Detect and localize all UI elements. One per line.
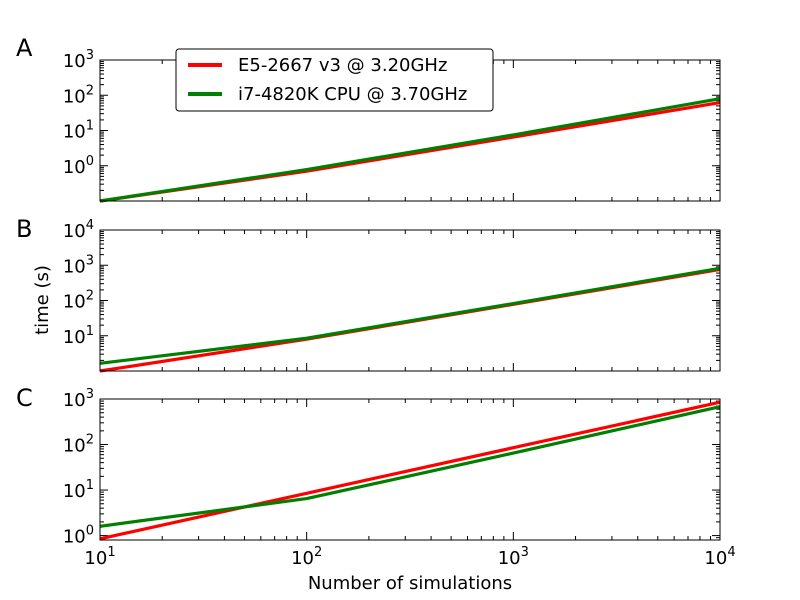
panel-a-series [99,97,721,203]
legend-label-e5-2667: E5-2667 v3 @ 3.20GHz [238,55,447,76]
y-tick-label: 100 [63,154,94,178]
panel-a: 100 101 102 103 A E5-2667 v3 @ 3.20GHz i7-4… [16,34,721,203]
legend: E5-2667 v3 @ 3.20GHz i7-4820K CPU @ 3.70… [175,48,494,112]
y-axis-title: time (s) [32,265,53,335]
series-line-i7-4820k [99,266,721,365]
panel-b: 101 102 103 104 B time (s) [16,215,721,373]
x-axis-title: Number of simulations [308,573,512,594]
x-tick-label: 103 [498,545,529,569]
y-tick-label: 101 [63,119,94,143]
series-line-i7-4820k [99,405,721,528]
panel-b-series [99,266,721,373]
panel-c-y-tick-labels: 100 101 102 103 [63,387,94,548]
y-tick-label: 103 [63,48,94,72]
panel-b-plot-area [100,230,720,371]
x-tick-label: 104 [704,545,735,569]
y-tick-label: 104 [63,218,94,242]
panel-a-letter: A [16,34,33,62]
series-line-i7-4820k [99,97,721,203]
panel-b-frame [99,229,721,372]
x-tick-label: 101 [84,545,115,569]
panel-c-series [99,400,721,541]
y-tick-label: 102 [63,433,94,457]
y-tick-label: 100 [63,524,94,548]
panel-c-x-tick-labels: 101 102 103 104 [84,545,735,569]
y-tick-label: 102 [63,289,94,313]
panel-c-frame [99,398,721,541]
legend-label-i7-4820k: i7-4820K CPU @ 3.70GHz [238,84,467,105]
series-line-e5-2667 [99,400,721,541]
y-tick-label: 103 [63,253,94,277]
y-tick-label: 102 [63,83,94,107]
panel-c-letter: C [16,384,33,412]
panel-b-y-tick-labels: 101 102 103 104 [63,218,94,348]
panel-b-letter: B [16,215,32,243]
x-tick-label: 102 [291,545,322,569]
panel-a-y-tick-labels: 100 101 102 103 [63,48,94,178]
y-tick-label: 101 [63,324,94,348]
y-tick-label: 103 [63,387,94,411]
legend-box [175,48,494,112]
y-tick-label: 101 [63,478,94,502]
